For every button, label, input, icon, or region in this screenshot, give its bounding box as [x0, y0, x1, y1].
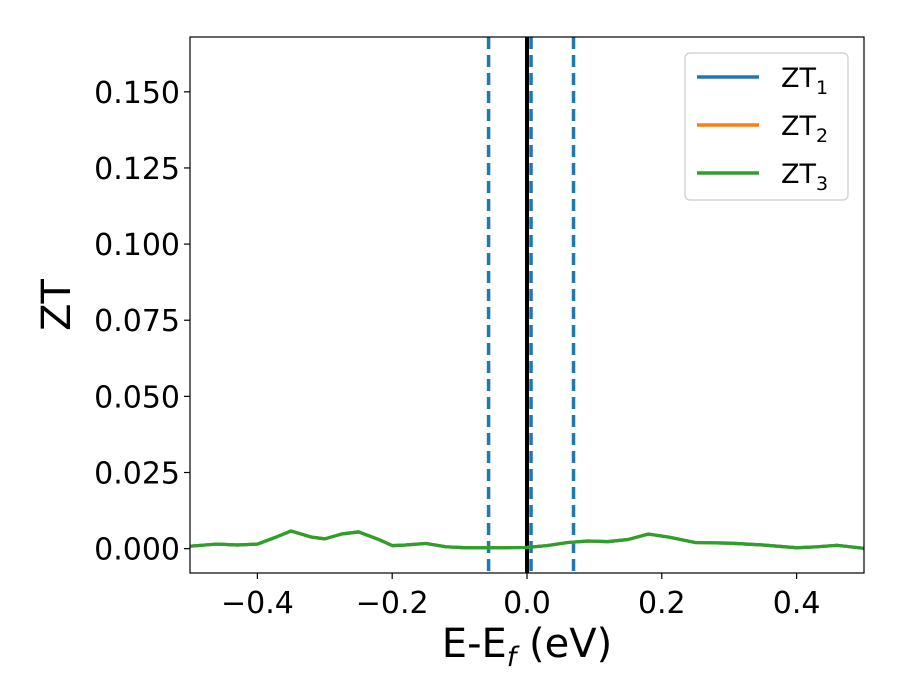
y-tick-label: 0.000	[94, 533, 180, 568]
axes: −0.4 −0.2 0.0 0.2 0.4 0.000 0.025 0.050 0.075 0.1…	[94, 36, 865, 621]
y-tick-label: 0.100	[94, 228, 180, 263]
x-tick-label: −0.4	[221, 586, 294, 621]
legend-label-zt1: ZT1	[781, 63, 828, 99]
x-tick-label: 0.0	[503, 586, 551, 621]
legend-label-zt3: ZT3	[781, 159, 828, 195]
y-tick-label: 0.050	[94, 380, 180, 415]
y-tick-label: 0.125	[94, 152, 180, 187]
legend-box	[684, 52, 849, 201]
legend-label-zt2: ZT2	[781, 111, 828, 147]
x-tick-label: −0.2	[356, 586, 429, 621]
y-tick-label: 0.075	[94, 304, 180, 339]
series-line-zt3	[190, 529, 864, 550]
legend: ZT1 ZT2 ZT3	[684, 52, 849, 201]
x-tick-label: 0.4	[773, 586, 821, 621]
plot-area	[190, 37, 864, 573]
x-axis-label: E-Ef (eV)	[442, 621, 612, 673]
x-tick-label: 0.2	[638, 586, 686, 621]
y-tick-label: 0.025	[94, 457, 180, 492]
y-tick-label: 0.150	[94, 76, 180, 111]
y-axis-label: ZT	[34, 279, 80, 331]
